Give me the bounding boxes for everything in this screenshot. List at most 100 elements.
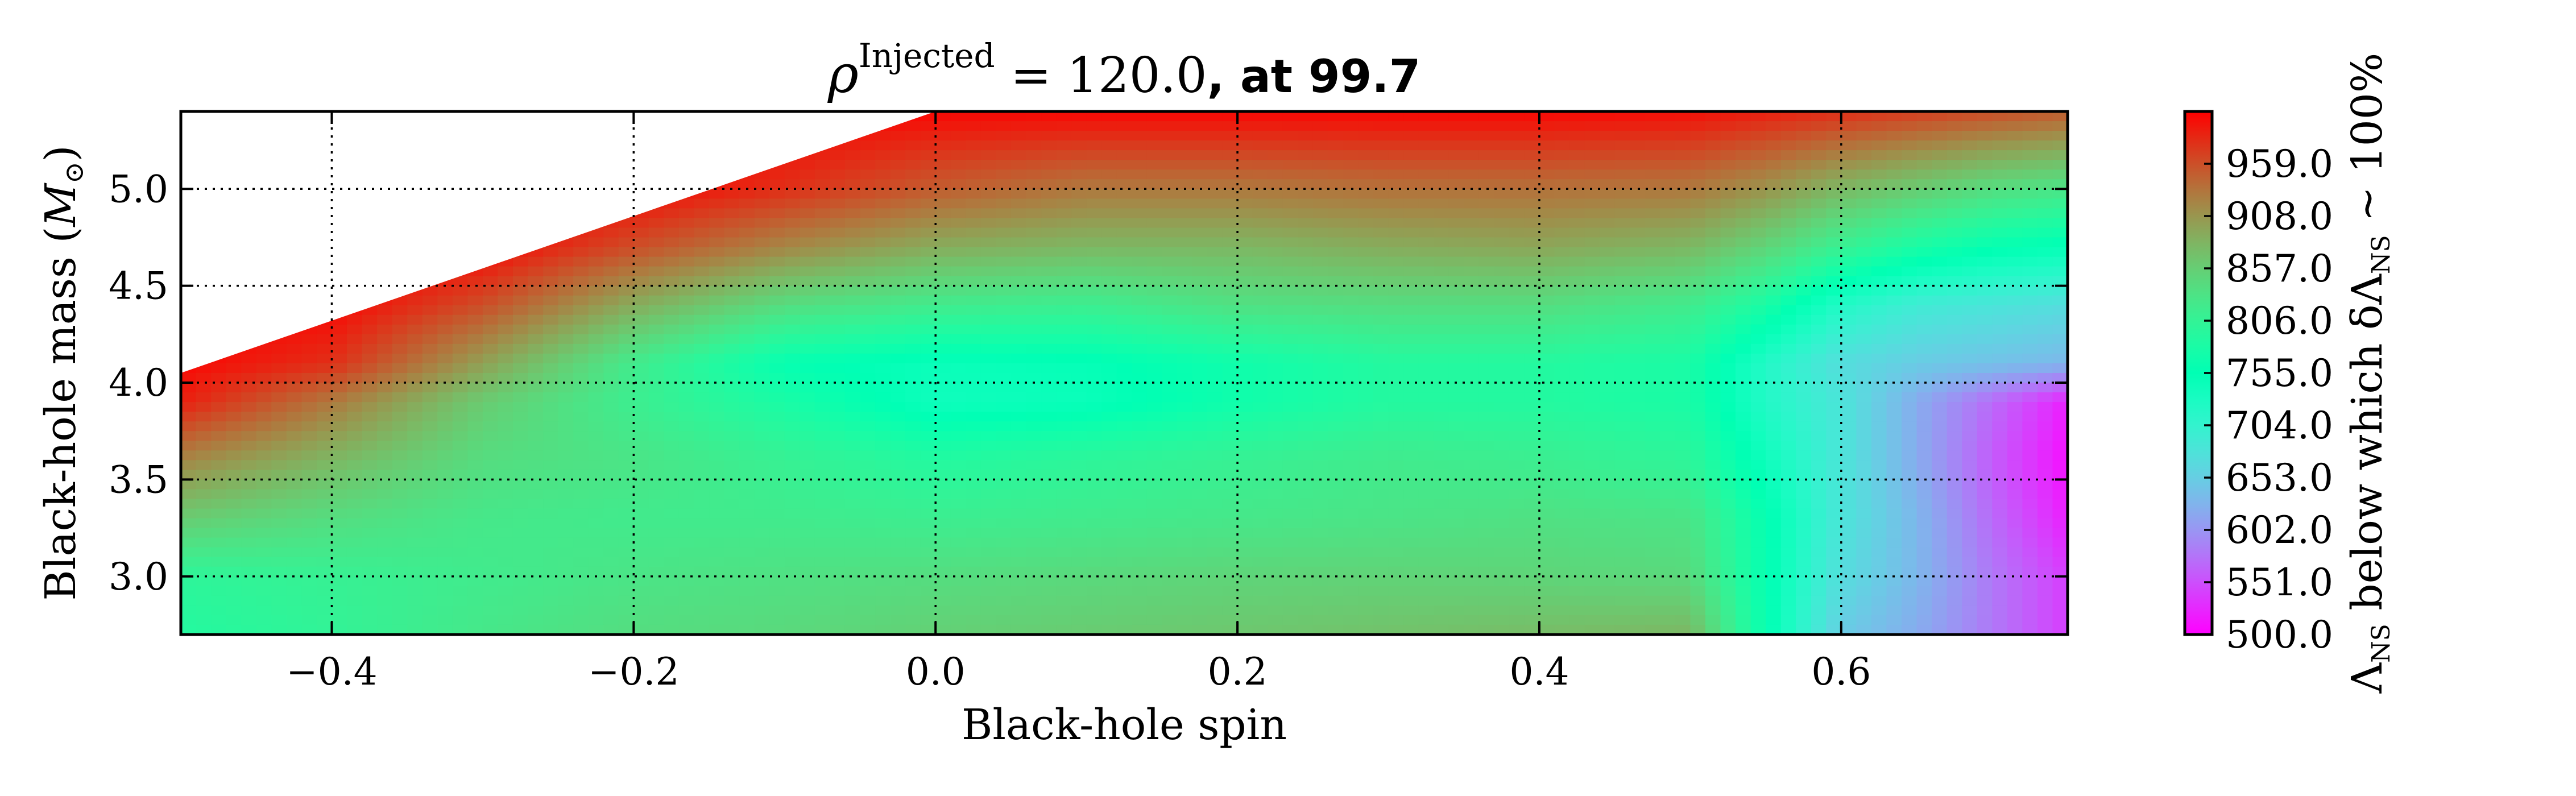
heatmap-cell [573, 431, 589, 442]
heatmap-cell [1388, 431, 1404, 442]
heatmap-cell [1373, 121, 1389, 131]
heatmap-cell [754, 441, 771, 451]
heatmap-cell [1675, 111, 1691, 122]
heatmap-cell [678, 227, 695, 238]
heatmap-cell [1660, 353, 1676, 364]
heatmap-cell [2022, 460, 2038, 471]
heatmap-cell [739, 343, 755, 354]
heatmap-cell [1962, 198, 1978, 209]
heatmap-cell [588, 421, 604, 432]
heatmap-cell [618, 402, 635, 412]
heatmap-cell [1871, 343, 1887, 354]
heatmap-cell [1902, 479, 1917, 490]
heatmap-cell [1886, 169, 1902, 180]
heatmap-cell [950, 324, 967, 335]
heatmap-cell [1780, 189, 1796, 200]
heatmap-cell [1418, 218, 1434, 229]
heatmap-cell [1298, 150, 1314, 160]
heatmap-cell [1162, 150, 1178, 160]
heatmap-cell [1162, 470, 1178, 480]
heatmap-cell [1071, 343, 1087, 354]
heatmap-cell [2007, 421, 2023, 432]
heatmap-cell [694, 237, 710, 248]
heatmap-cell [1298, 121, 1314, 131]
heatmap-cell [1041, 266, 1057, 277]
heatmap-cell [800, 189, 815, 200]
heatmap-cell [1539, 353, 1555, 364]
heatmap-cell [1177, 150, 1193, 160]
heatmap-cell [512, 489, 529, 500]
heatmap-cell [1780, 140, 1796, 151]
heatmap-cell [1010, 421, 1027, 432]
heatmap-cell [2022, 179, 2038, 190]
heatmap-cell [271, 373, 287, 383]
heatmap-cell [800, 208, 815, 219]
heatmap-cell [694, 256, 710, 267]
heatmap-cell [1026, 314, 1042, 325]
heatmap-cell [1434, 470, 1449, 480]
heatmap-cell [739, 392, 755, 403]
heatmap-cell [1600, 441, 1616, 451]
heatmap-cell [844, 353, 861, 364]
heatmap-cell [2052, 353, 2068, 364]
heatmap-cell [1373, 276, 1389, 287]
heatmap-cell [1071, 314, 1087, 325]
heatmap-cell [1132, 460, 1148, 471]
heatmap-cell [1554, 479, 1570, 490]
heatmap-cell [498, 392, 513, 403]
heatmap-cell [1026, 140, 1042, 151]
heatmap-cell [1947, 431, 1962, 442]
heatmap-cell [1237, 150, 1253, 160]
heatmap-cell [1162, 227, 1178, 238]
heatmap-cell [1071, 285, 1087, 296]
heatmap-cell [1645, 305, 1661, 316]
heatmap-cell [1086, 295, 1102, 306]
heatmap-cell [1569, 218, 1585, 229]
heatmap-cell [1252, 285, 1268, 296]
heatmap-cell [2052, 111, 2068, 122]
heatmap-cell [1614, 305, 1631, 316]
heatmap-cell [1690, 111, 1706, 122]
heatmap-cell [528, 305, 544, 316]
heatmap-cell [1932, 121, 1948, 131]
heatmap-cell [1539, 295, 1555, 306]
heatmap-cell [1207, 460, 1223, 471]
heatmap-cell [664, 218, 680, 229]
heatmap-cell [844, 363, 861, 374]
heatmap-cell [392, 383, 408, 393]
heatmap-cell [211, 392, 227, 403]
heatmap-cell [316, 402, 333, 412]
heatmap-cell [1766, 363, 1782, 374]
heatmap-cell [362, 383, 378, 393]
heatmap-cell [1162, 237, 1178, 248]
heatmap-cell [1886, 179, 1902, 190]
heatmap-cell [1056, 160, 1072, 171]
heatmap-cell [1675, 383, 1691, 393]
heatmap-cell [754, 256, 771, 267]
heatmap-cell [1252, 189, 1268, 200]
heatmap-cell [1675, 314, 1691, 325]
heatmap-cell [814, 470, 831, 480]
heatmap-cell [875, 373, 891, 383]
heatmap-cell [1826, 460, 1842, 471]
heatmap-cell [1478, 460, 1495, 471]
heatmap-cell [935, 208, 951, 219]
heatmap-cell [1282, 276, 1299, 287]
heatmap-cell [1056, 402, 1072, 412]
heatmap-cell [769, 353, 785, 364]
heatmap-cell [2007, 450, 2023, 461]
heatmap-cell [1947, 189, 1962, 200]
heatmap-cell [769, 460, 785, 471]
heatmap-cell [2007, 121, 2023, 131]
heatmap-cell [1116, 412, 1133, 422]
heatmap-cell [1146, 479, 1163, 490]
heatmap-cell [1086, 150, 1102, 160]
heatmap-cell [980, 412, 997, 422]
heatmap-cell [603, 450, 619, 461]
heatmap-cell [1977, 295, 1993, 306]
heatmap-cell [800, 489, 815, 500]
heatmap-cell [1282, 373, 1299, 383]
heatmap-cell [1569, 441, 1585, 451]
title-rest: , at 99.7 [1207, 50, 1421, 103]
heatmap-cell [301, 450, 317, 461]
